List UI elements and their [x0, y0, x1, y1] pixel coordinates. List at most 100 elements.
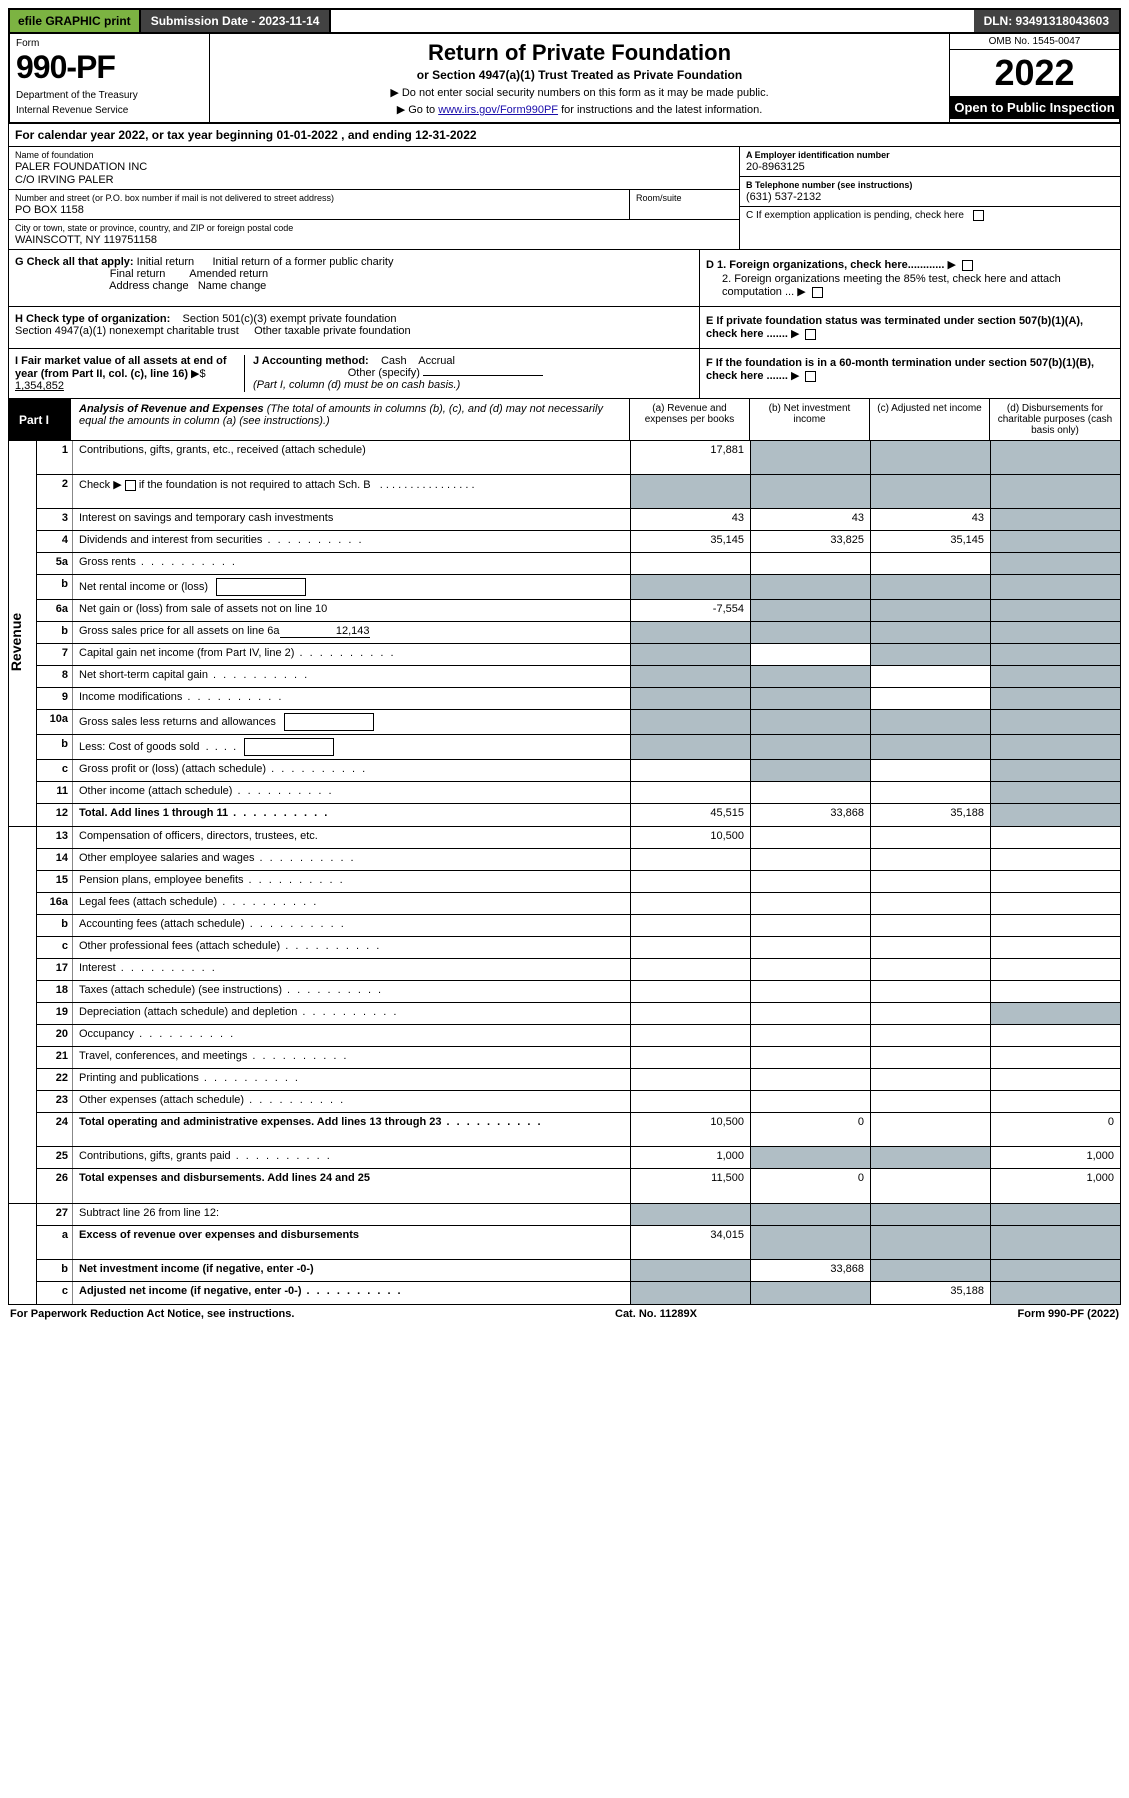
row-10c: c Gross profit or (loss) (attach schedul… — [37, 760, 1120, 782]
r22-label: Printing and publications — [73, 1069, 630, 1090]
addr-value: PO BOX 1158 — [15, 204, 623, 216]
h-label: H Check type of organization: — [15, 313, 170, 325]
r11-d — [990, 782, 1120, 803]
r23-num: 23 — [37, 1091, 73, 1112]
r19-d — [990, 1003, 1120, 1024]
r26-b: 0 — [750, 1169, 870, 1203]
row-27b: b Net investment income (if negative, en… — [37, 1260, 1120, 1282]
r22-num: 22 — [37, 1069, 73, 1090]
r2-checkbox[interactable] — [125, 480, 136, 491]
f-checkbox[interactable] — [805, 371, 816, 382]
dln-label: DLN: 93491318043603 — [974, 10, 1119, 32]
r1-c — [870, 441, 990, 474]
r20-label: Occupancy — [73, 1025, 630, 1046]
r27b-d — [990, 1260, 1120, 1281]
r4-label: Dividends and interest from securities — [73, 531, 630, 552]
r1-b — [750, 441, 870, 474]
r2-label: Check ▶ if the foundation is not require… — [73, 475, 630, 508]
lbl-other-method: Other (specify) — [348, 367, 420, 379]
r16a-num: 16a — [37, 893, 73, 914]
r6b-d — [990, 622, 1120, 643]
r14-d — [990, 849, 1120, 870]
r6b-num: b — [37, 622, 73, 643]
section-d: D 1. Foreign organizations, check here..… — [700, 250, 1120, 306]
r6b-c — [870, 622, 990, 643]
r20-b — [750, 1025, 870, 1046]
section-ijf: I Fair market value of all assets at end… — [8, 349, 1121, 399]
r10c-b — [750, 760, 870, 781]
r20-d — [990, 1025, 1120, 1046]
c-checkbox[interactable] — [973, 210, 984, 221]
r2-c — [870, 475, 990, 508]
r16b-b — [750, 915, 870, 936]
r3-num: 3 — [37, 509, 73, 530]
r17-a — [630, 959, 750, 980]
r3-b: 43 — [750, 509, 870, 530]
r18-d — [990, 981, 1120, 1002]
r2-dots: . . . . . . . . . . . . . . . . — [380, 479, 475, 491]
r27c-d — [990, 1282, 1120, 1304]
r14-c — [870, 849, 990, 870]
address-main: Number and street (or P.O. box number if… — [9, 190, 629, 219]
r14-num: 14 — [37, 849, 73, 870]
row-14: 14 Other employee salaries and wages — [37, 849, 1120, 871]
row-12: 12 Total. Add lines 1 through 11 45,515 … — [37, 804, 1120, 826]
d2-checkbox[interactable] — [812, 287, 823, 298]
r23-c — [870, 1091, 990, 1112]
r10a-box[interactable] — [284, 713, 374, 731]
r6a-label: Net gain or (loss) from sale of assets n… — [73, 600, 630, 621]
r9-label: Income modifications — [73, 688, 630, 709]
r9-b — [750, 688, 870, 709]
r10a-text: Gross sales less returns and allowances — [79, 716, 276, 728]
form-subtitle: or Section 4947(a)(1) Trust Treated as P… — [220, 68, 939, 82]
r27-d — [990, 1204, 1120, 1225]
lbl-cash: Cash — [381, 355, 407, 367]
row-4: 4 Dividends and interest from securities… — [37, 531, 1120, 553]
r11-c — [870, 782, 990, 803]
i-label: I Fair market value of all assets at end… — [15, 355, 227, 380]
c-label: C If exemption application is pending, c… — [746, 210, 964, 221]
r4-num: 4 — [37, 531, 73, 552]
d1-checkbox[interactable] — [962, 260, 973, 271]
row-5b: b Net rental income or (loss) — [37, 575, 1120, 600]
r27b-a — [630, 1260, 750, 1281]
r5b-box[interactable] — [216, 578, 306, 596]
r8-label: Net short-term capital gain — [73, 666, 630, 687]
efile-print-button[interactable]: efile GRAPHIC print — [10, 10, 141, 32]
row-23: 23 Other expenses (attach schedule) — [37, 1091, 1120, 1113]
row-10a: 10a Gross sales less returns and allowan… — [37, 710, 1120, 735]
r15-label: Pension plans, employee benefits — [73, 871, 630, 892]
r27a-b — [750, 1226, 870, 1259]
phone-label: B Telephone number (see instructions) — [746, 180, 1114, 190]
e-checkbox[interactable] — [805, 329, 816, 340]
col-b-header: (b) Net investment income — [750, 399, 870, 440]
r27c-a — [630, 1282, 750, 1304]
header-left: Form 990-PF Department of the Treasury I… — [10, 34, 210, 122]
row-27c: c Adjusted net income (if negative, ente… — [37, 1282, 1120, 1304]
r12-a: 45,515 — [630, 804, 750, 826]
foundation-info: Name of foundation PALER FOUNDATION INC … — [8, 147, 1121, 250]
r27-c — [870, 1204, 990, 1225]
r10b-box[interactable] — [244, 738, 334, 756]
r23-d — [990, 1091, 1120, 1112]
r7-num: 7 — [37, 644, 73, 665]
section-e: E If private foundation status was termi… — [700, 307, 1120, 348]
r18-label: Taxes (attach schedule) (see instruction… — [73, 981, 630, 1002]
form-label: Form — [16, 38, 203, 49]
r12-c: 35,188 — [870, 804, 990, 826]
row-19: 19 Depreciation (attach schedule) and de… — [37, 1003, 1120, 1025]
row-1: 1 Contributions, gifts, grants, etc., re… — [37, 441, 1120, 475]
r10b-num: b — [37, 735, 73, 759]
r7-d — [990, 644, 1120, 665]
r8-b — [750, 666, 870, 687]
r22-b — [750, 1069, 870, 1090]
r19-c — [870, 1003, 990, 1024]
r11-label: Other income (attach schedule) — [73, 782, 630, 803]
irs-link[interactable]: www.irs.gov/Form990PF — [438, 104, 558, 116]
row-22: 22 Printing and publications — [37, 1069, 1120, 1091]
row-15: 15 Pension plans, employee benefits — [37, 871, 1120, 893]
header-right: OMB No. 1545-0047 2022 Open to Public In… — [949, 34, 1119, 122]
r23-label: Other expenses (attach schedule) — [73, 1091, 630, 1112]
r2-pre: Check ▶ — [79, 479, 122, 491]
other-specify-line[interactable] — [423, 375, 543, 376]
